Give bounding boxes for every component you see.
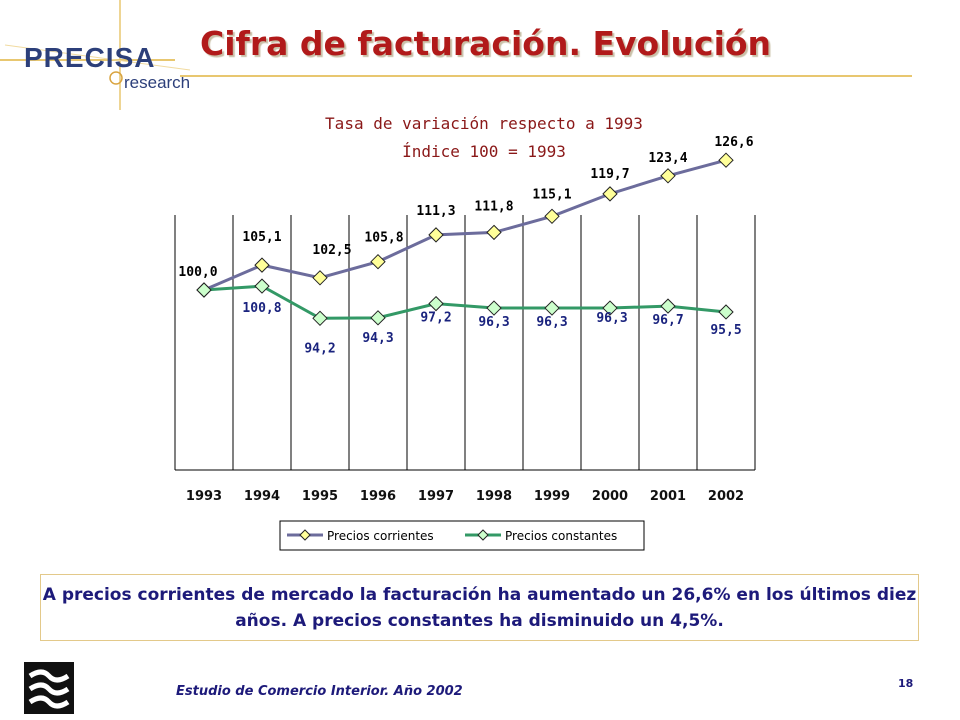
data-label: 100,0	[178, 265, 217, 280]
summary-note: A precios corrientes de mercado la factu…	[40, 574, 919, 641]
data-label: 115,1	[532, 187, 571, 202]
data-point-marker	[544, 208, 560, 225]
x-tick-label: 1998	[476, 489, 512, 504]
data-point-marker	[254, 278, 270, 294]
legend-label: Precios corrientes	[327, 529, 434, 543]
x-tick-label: 1993	[186, 489, 222, 504]
data-point-marker	[660, 168, 676, 184]
data-label: 95,5	[710, 323, 741, 338]
logo-sub: research	[124, 73, 191, 92]
series-line-2	[203, 284, 727, 320]
chart-subtitle: Tasa de variación respecto a 1993 Índice…	[0, 110, 960, 166]
data-label: 119,7	[590, 167, 629, 182]
data-label: 97,2	[420, 311, 451, 326]
data-label: 102,5	[312, 243, 351, 258]
chart-legend: Precios corrientes Precios constantes	[279, 520, 645, 551]
page-number: 18	[898, 677, 914, 690]
precisa-logo: PRECISA research	[0, 0, 200, 110]
subtitle-line-1: Tasa de variación respecto a 1993	[325, 114, 643, 133]
data-point-marker	[254, 257, 270, 273]
data-point-marker	[718, 152, 734, 168]
x-tick-label: 1994	[244, 489, 280, 504]
legend-swatch-marker	[477, 529, 489, 541]
data-label: 105,8	[364, 231, 403, 246]
x-tick-label: 2001	[650, 489, 686, 504]
data-label: 100,8	[242, 301, 281, 316]
footer-text: Estudio de Comercio Interior. Año 2002	[176, 684, 463, 699]
logo-brand: PRECISA	[24, 42, 156, 73]
data-label: 96,3	[596, 311, 627, 326]
data-label: 123,4	[648, 151, 687, 166]
data-label: 111,3	[416, 204, 455, 219]
data-point-marker	[486, 224, 502, 241]
legend-box	[279, 520, 645, 551]
legend-label: Precios constantes	[505, 529, 617, 543]
data-point-marker	[602, 186, 618, 202]
data-point-marker	[486, 300, 502, 316]
data-label: 96,3	[478, 315, 509, 330]
series-line-1	[203, 158, 727, 292]
x-tick-label: 1997	[418, 489, 454, 504]
data-point-marker	[544, 300, 560, 316]
data-label: 111,8	[474, 199, 513, 214]
data-label: 126,6	[714, 135, 753, 150]
x-tick-label: 2000	[592, 489, 628, 504]
data-point-marker	[370, 310, 386, 326]
x-tick-label: 1996	[360, 489, 396, 504]
company-logo-icon	[24, 662, 74, 714]
data-point-marker	[428, 295, 444, 312]
data-point-marker	[370, 253, 386, 270]
title-rule	[180, 75, 912, 77]
data-label: 96,3	[536, 315, 567, 330]
logo-swoosh-icon	[0, 0, 191, 110]
page-title: Cifra de facturación. Evolución	[200, 24, 772, 63]
legend-swatch-marker	[299, 529, 311, 541]
data-point-marker	[660, 298, 676, 314]
data-label: 96,7	[652, 313, 683, 328]
data-point-marker	[312, 270, 328, 286]
x-tick-label: 1999	[534, 489, 570, 504]
data-point-marker	[312, 310, 328, 327]
subtitle-line-2: Índice 100 = 1993	[402, 142, 566, 161]
x-tick-label: 2002	[708, 489, 744, 504]
data-point-marker	[428, 227, 444, 243]
data-label: 105,1	[242, 230, 281, 245]
x-tick-label: 1995	[302, 489, 338, 504]
data-point-marker	[602, 300, 618, 316]
data-label: 94,2	[304, 341, 335, 356]
data-point-marker	[196, 282, 212, 298]
data-label: 94,3	[362, 331, 393, 346]
data-point-marker	[718, 304, 734, 320]
